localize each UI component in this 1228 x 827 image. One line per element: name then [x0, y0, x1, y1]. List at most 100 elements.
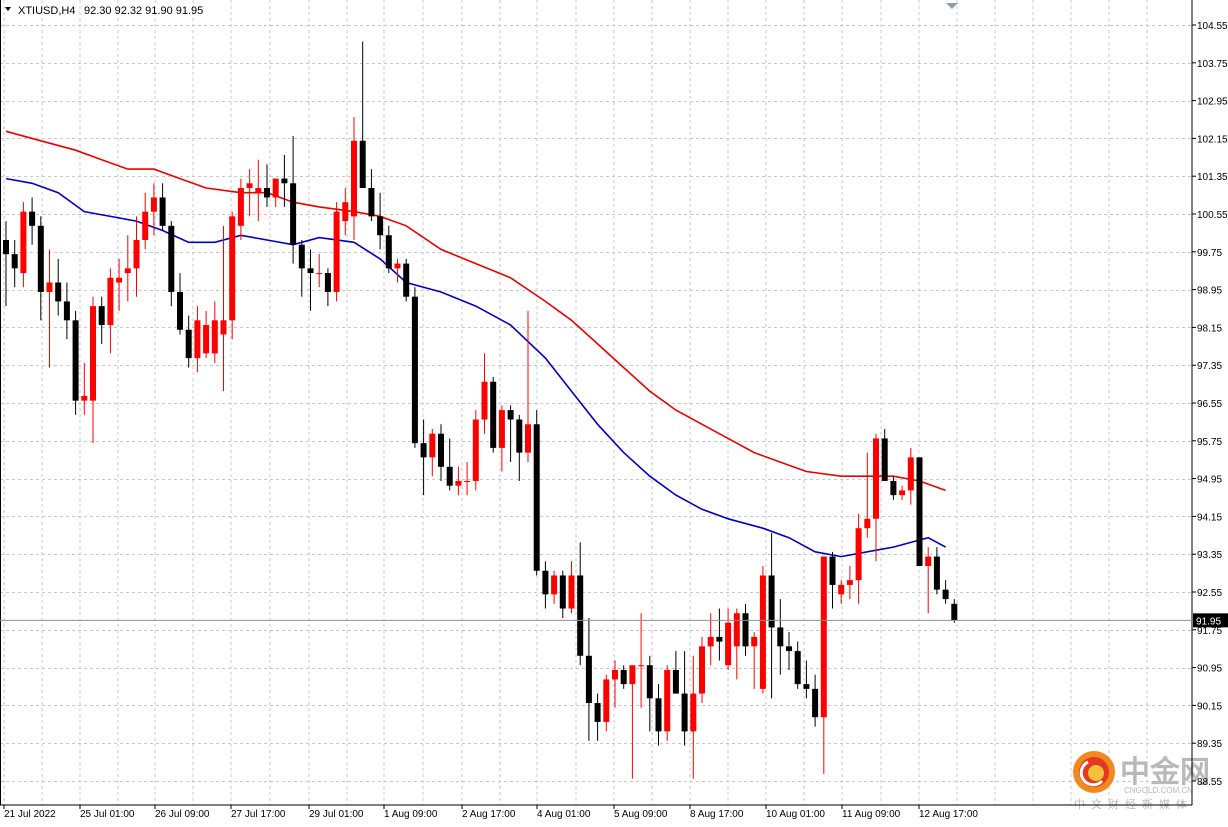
candle-body-bull	[124, 268, 131, 274]
candle-body-bull	[150, 197, 157, 212]
candle-body-bull	[142, 211, 149, 240]
candle-body-bull	[855, 528, 862, 581]
candle-body-bear	[37, 225, 44, 292]
chart-header: XTIUSD,H4 92.30 92.32 91.90 91.95	[5, 5, 203, 17]
current-price-label: 91.95	[1196, 616, 1221, 627]
candle-body-bull	[664, 669, 671, 732]
candle-body-bull	[707, 636, 714, 647]
price-tick-label: 98.95	[1197, 286, 1222, 297]
candle-body-bear	[672, 669, 679, 694]
candles	[3, 41, 958, 779]
candle-body-bear	[55, 282, 62, 302]
time-axis: 21 Jul 2022 25 Jul 01:00 26 Jul 09:00 27 Ju…	[3, 805, 978, 820]
candle-body-bear	[559, 575, 566, 609]
candle-body-bear	[620, 669, 627, 685]
candle-body-bull	[194, 320, 201, 359]
candle-body-bull	[690, 693, 697, 732]
scroll-shift-marker-icon[interactable]	[946, 3, 958, 9]
candle-body-bull	[498, 410, 505, 448]
watermark-url: CNGOLD.COM.CN	[1124, 786, 1193, 795]
chart-grid	[0, 0, 1192, 805]
time-tick-label: 29 Jul 01:00	[309, 809, 364, 820]
candle-body-bear	[516, 419, 523, 453]
candle-body-bull	[864, 518, 871, 529]
candle-body-bear	[368, 188, 375, 217]
ohlc-values: 92.30 92.32 91.90 91.95	[84, 5, 203, 17]
candle-body-bull	[759, 575, 766, 689]
current-price-line: 91.95	[0, 613, 1228, 628]
time-tick-label: 25 Jul 01:00	[80, 809, 135, 820]
time-tick-label: 1 Aug 09:00	[384, 809, 438, 820]
candle-body-bull	[472, 419, 479, 481]
candle-body-bear	[803, 684, 810, 689]
candle-body-bear	[577, 575, 584, 656]
candle-body-bear	[768, 575, 775, 628]
candle-body-bear	[507, 410, 514, 420]
ma-slow-line	[5, 130, 946, 492]
candle-body-bear	[716, 636, 723, 642]
candle-body-bear	[655, 698, 662, 732]
price-tick-label: 102.95	[1197, 97, 1228, 108]
price-tick-label: 93.35	[1197, 550, 1222, 561]
price-tick-label: 89.35	[1197, 739, 1222, 750]
candle-body-bull	[907, 457, 914, 491]
price-tick-label: 101.35	[1197, 172, 1228, 183]
time-tick-label: 2 Aug 17:00	[462, 809, 516, 820]
candle-body-bear	[542, 570, 549, 595]
price-tick-label: 99.75	[1197, 248, 1222, 259]
candle-body-bull	[899, 490, 906, 496]
candle-body-bear	[98, 306, 105, 326]
watermark-tagline: 中文财经新媒体	[1074, 797, 1193, 811]
candle-body-bear	[385, 235, 392, 269]
candle-body-bear	[290, 183, 297, 245]
candle-body-bear	[933, 556, 940, 590]
time-tick-label: 4 Aug 01:00	[537, 809, 591, 820]
ma-fast-line	[5, 177, 946, 558]
candle-body-bear	[490, 381, 497, 448]
dropdown-triangle-icon[interactable]	[5, 7, 11, 11]
time-tick-label: 11 Aug 09:00	[842, 809, 901, 820]
price-tick-label: 90.95	[1197, 664, 1222, 675]
candle-body-bull	[272, 178, 279, 198]
candle-body-bear	[159, 197, 166, 226]
price-tick-label: 95.75	[1197, 437, 1222, 448]
price-tick-label: 98.15	[1197, 323, 1222, 334]
candle-body-bull	[838, 584, 845, 595]
candle-body-bull	[455, 480, 462, 486]
candle-body-bull	[20, 211, 27, 274]
candle-body-bear	[377, 216, 384, 236]
candle-body-bull	[612, 669, 618, 680]
candle-body-bear	[29, 211, 36, 226]
candle-body-bear	[438, 433, 444, 467]
candle-body-bull	[699, 646, 705, 694]
candle-body-bull	[525, 424, 531, 453]
candle-body-bull	[464, 480, 471, 482]
price-tick-label: 100.55	[1197, 210, 1228, 221]
candle-body-bear	[533, 424, 540, 571]
candle-body-bull	[429, 433, 436, 458]
candle-body-bear	[942, 589, 949, 600]
candle-body-bull	[568, 575, 575, 609]
time-tick-label: 5 Aug 09:00	[614, 809, 668, 820]
candle-body-bear	[594, 703, 601, 722]
candle-body-bear	[646, 665, 653, 699]
price-tick-label: 94.15	[1197, 512, 1222, 523]
price-tick-label: 103.75	[1197, 59, 1228, 70]
candle-body-bull	[394, 263, 401, 269]
price-axis: 104.55 103.75 102.95 102.15 101.35 100.55 99.7…	[1192, 21, 1228, 788]
price-tick-label: 92.55	[1197, 588, 1222, 599]
candle-body-bull	[90, 306, 96, 401]
candle-body-bear	[72, 320, 79, 401]
candle-body-bull	[551, 575, 558, 595]
candle-body-bull	[925, 556, 932, 567]
candle-body-bull	[133, 239, 140, 269]
candle-body-bear	[881, 438, 888, 481]
candle-body-bear	[324, 273, 331, 292]
candle-body-bull	[229, 216, 236, 321]
candle-body-bear	[890, 480, 897, 496]
candle-body-bull	[46, 282, 53, 292]
candle-body-bear	[681, 693, 688, 732]
candle-body-bear	[829, 556, 836, 585]
